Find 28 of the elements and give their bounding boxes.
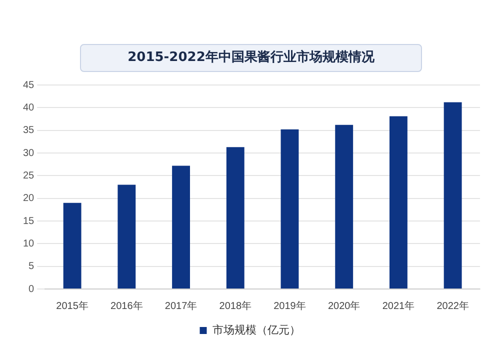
bar xyxy=(118,184,136,288)
legend-label: 市场规模（亿元） xyxy=(212,323,300,336)
x-tick-label: 2016年 xyxy=(110,300,143,312)
y-tick-label: 40 xyxy=(23,102,35,114)
bar xyxy=(444,102,462,288)
x-tick-label: 2019年 xyxy=(274,300,306,312)
y-tick-label: 25 xyxy=(23,170,35,182)
x-tick-label: 2020年 xyxy=(328,300,360,312)
y-tick-label: 30 xyxy=(23,148,35,159)
x-tick-label: 2017年 xyxy=(164,300,198,312)
x-tick-label: 2021年 xyxy=(382,300,415,312)
bar xyxy=(335,124,354,288)
y-tick-label: 45 xyxy=(23,80,35,91)
y-tick-label: 5 xyxy=(28,261,35,272)
y-tick-label: 10 xyxy=(23,238,35,250)
bar xyxy=(389,116,408,288)
x-tick-label: 2018年 xyxy=(219,300,252,312)
y-tick-label: 20 xyxy=(23,193,35,204)
y-tick-label: 35 xyxy=(23,125,35,136)
chart-title: 2015-2022年中国果酱行业市场规模情况 xyxy=(80,44,422,72)
bar xyxy=(226,147,244,288)
y-tick-label: 0 xyxy=(28,284,35,295)
bar xyxy=(280,129,299,288)
x-tick-label: 2022年 xyxy=(436,300,469,312)
bar xyxy=(63,202,82,288)
bar xyxy=(172,166,190,288)
x-tick-label: 2015年 xyxy=(56,300,88,312)
y-tick-label: 15 xyxy=(23,216,35,227)
